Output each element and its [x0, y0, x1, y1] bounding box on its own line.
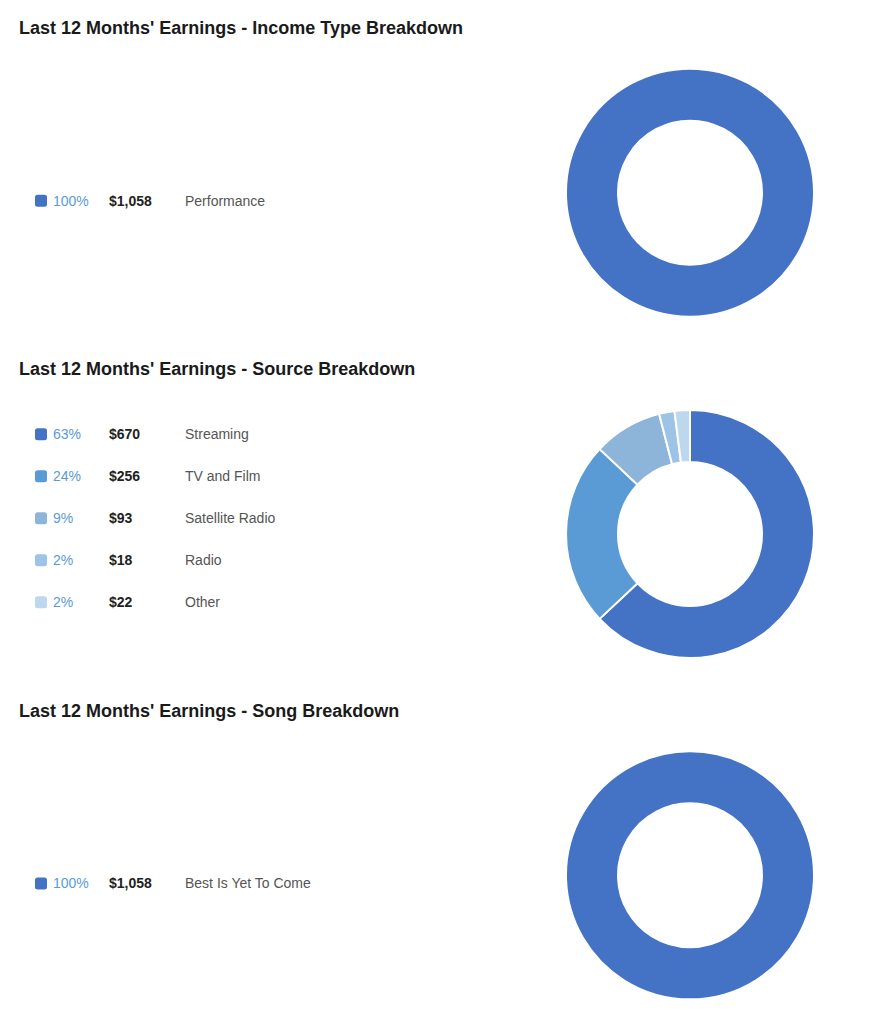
svg-text:2%: 2%	[53, 594, 73, 610]
svg-text:9%: 9%	[53, 510, 73, 526]
svg-text:Other: Other	[185, 594, 220, 610]
svg-text:100%: 100%	[53, 193, 89, 209]
svg-text:Last 12 Months' Earnings - Inc: Last 12 Months' Earnings - Income Type B…	[19, 18, 463, 38]
svg-text:$670: $670	[109, 426, 140, 442]
svg-text:$93: $93	[109, 510, 133, 526]
svg-text:Last 12 Months' Earnings - Son: Last 12 Months' Earnings - Song Breakdow…	[19, 701, 399, 721]
svg-text:$1,058: $1,058	[109, 193, 152, 209]
svg-text:Last 12 Months' Earnings - Sou: Last 12 Months' Earnings - Source Breakd…	[19, 359, 415, 379]
svg-text:$22: $22	[109, 594, 133, 610]
svg-text:24%: 24%	[53, 468, 81, 484]
svg-text:TV and Film: TV and Film	[185, 468, 260, 484]
svg-text:$18: $18	[109, 552, 133, 568]
svg-text:Streaming: Streaming	[185, 426, 249, 442]
svg-text:$1,058: $1,058	[109, 875, 152, 891]
svg-text:Performance: Performance	[185, 193, 265, 209]
svg-text:$256: $256	[109, 468, 140, 484]
svg-text:100%: 100%	[53, 875, 89, 891]
svg-text:Best Is Yet To Come: Best Is Yet To Come	[185, 875, 311, 891]
svg-text:63%: 63%	[53, 426, 81, 442]
svg-text:Radio: Radio	[185, 552, 222, 568]
svg-text:2%: 2%	[53, 552, 73, 568]
svg-text:Satellite Radio: Satellite Radio	[185, 510, 275, 526]
